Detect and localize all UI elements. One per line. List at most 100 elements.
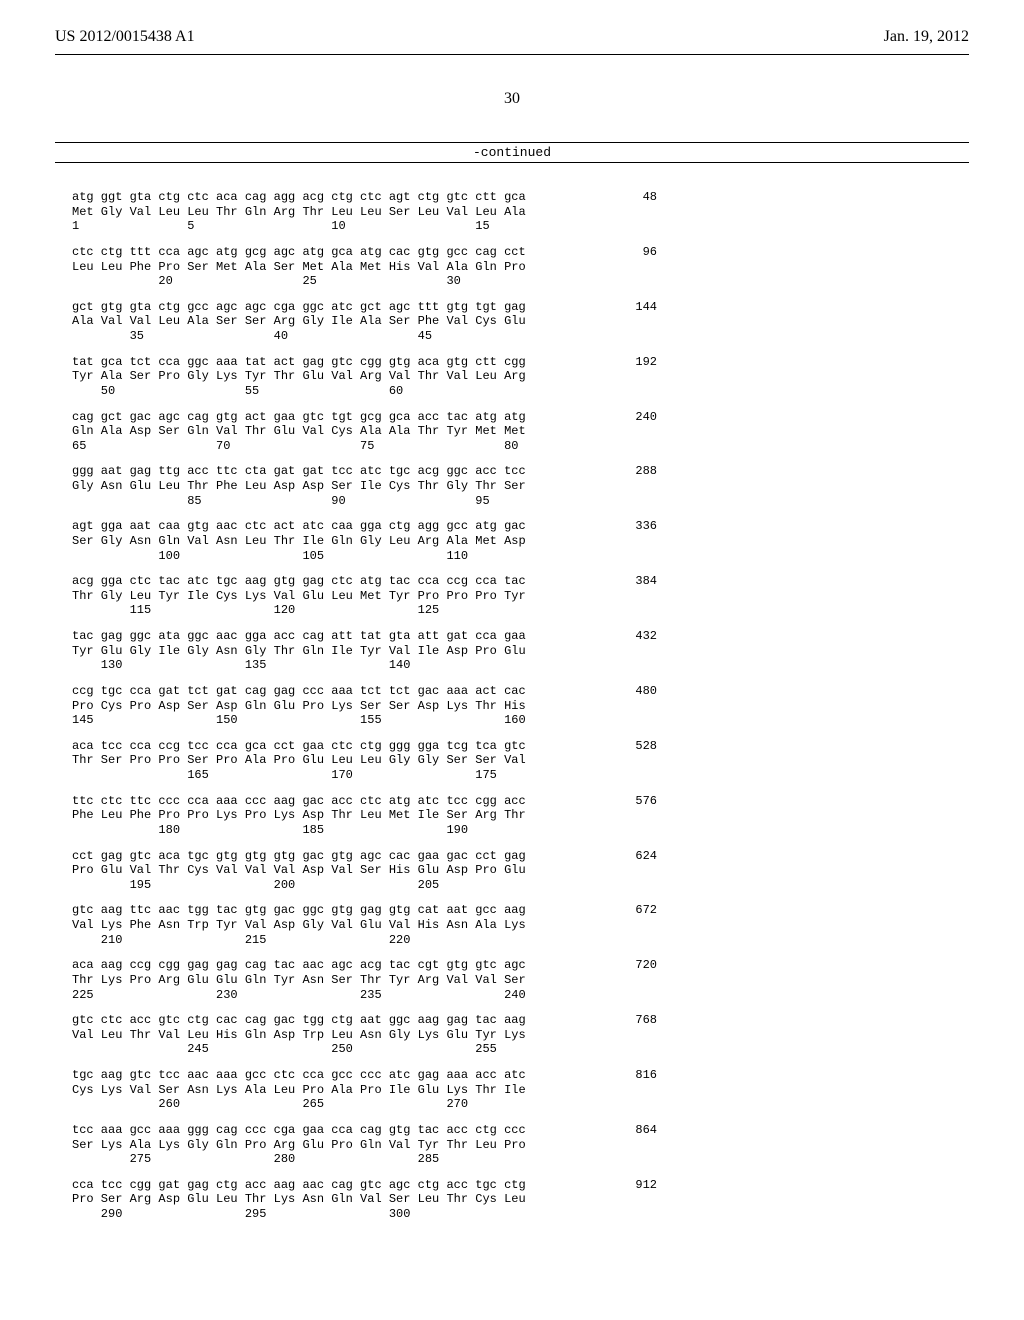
basepair-count: 576 [635,794,657,809]
position-row: 65 70 75 80 [72,439,526,454]
sequence-group: cag gct gac agc cag gtg act gaa gtc tgt … [72,410,526,454]
basepair-count: 240 [635,410,657,425]
basepair-count: 288 [635,464,657,479]
basepair-count: 48 [643,190,657,205]
nucleotide-row: ctc ctg ttt cca agc atg gcg agc atg gca … [72,245,526,260]
basepair-count: 144 [635,300,657,315]
aminoacid-row: Ala Val Val Leu Ala Ser Ser Arg Gly Ile … [72,314,526,329]
basepair-count: 96 [643,245,657,260]
sequence-group: ctc ctg ttt cca agc atg gcg agc atg gca … [72,245,526,289]
thin-rule-bottom [55,162,969,163]
aminoacid-row: Gln Ala Asp Ser Gln Val Thr Glu Val Cys … [72,424,526,439]
position-row: 165 170 175 [72,768,526,783]
aminoacid-row: Pro Glu Val Thr Cys Val Val Val Asp Val … [72,863,526,878]
aminoacid-row: Pro Ser Arg Asp Glu Leu Thr Lys Asn Gln … [72,1192,526,1207]
nucleotide-row: ggg aat gag ttg acc ttc cta gat gat tcc … [72,464,526,479]
aminoacid-row: Val Leu Thr Val Leu His Gln Asp Trp Leu … [72,1028,526,1043]
basepair-count: 192 [635,355,657,370]
aminoacid-row: Pro Cys Pro Asp Ser Asp Gln Glu Pro Lys … [72,699,526,714]
continued-block: -continued [55,142,969,163]
aminoacid-row: Leu Leu Phe Pro Ser Met Ala Ser Met Ala … [72,260,526,275]
aminoacid-row: Ser Gly Asn Gln Val Asn Leu Thr Ile Gln … [72,534,526,549]
basepair-count: 336 [635,519,657,534]
publication-date: Jan. 19, 2012 [884,28,969,46]
nucleotide-row: cca tcc cgg gat gag ctg acc aag aac cag … [72,1178,526,1193]
sequence-group: gtc aag ttc aac tgg tac gtg gac ggc gtg … [72,903,526,947]
position-row: 180 185 190 [72,823,526,838]
basepair-count: 768 [635,1013,657,1028]
nucleotide-row: gtc ctc acc gtc ctg cac cag gac tgg ctg … [72,1013,526,1028]
nucleotide-row: tgc aag gtc tcc aac aaa gcc ctc cca gcc … [72,1068,526,1083]
basepair-count: 864 [635,1123,657,1138]
sequence-group: atg ggt gta ctg ctc aca cag agg acg ctg … [72,190,526,234]
nucleotide-row: cag gct gac agc cag gtg act gaa gtc tgt … [72,410,526,425]
sequence-group: agt gga aat caa gtg aac ctc act atc caa … [72,519,526,563]
position-row: 195 200 205 [72,878,526,893]
aminoacid-row: Thr Ser Pro Pro Ser Pro Ala Pro Glu Leu … [72,753,526,768]
nucleotide-row: aca tcc cca ccg tcc cca gca cct gaa ctc … [72,739,526,754]
nucleotide-row: ccg tgc cca gat tct gat cag gag ccc aaa … [72,684,526,699]
nucleotide-row: gtc aag ttc aac tgg tac gtg gac ggc gtg … [72,903,526,918]
sequence-group: aca tcc cca ccg tcc cca gca cct gaa ctc … [72,739,526,783]
sequence-listing: atg ggt gta ctg ctc aca cag agg acg ctg … [72,190,526,1233]
publication-number: US 2012/0015438 A1 [55,28,195,46]
sequence-group: cca tcc cgg gat gag ctg acc aag aac cag … [72,1178,526,1222]
sequence-group: aca aag ccg cgg gag gag cag tac aac agc … [72,958,526,1002]
header-rule [55,54,969,55]
aminoacid-row: Ser Lys Ala Lys Gly Gln Pro Arg Glu Pro … [72,1138,526,1153]
nucleotide-row: ttc ctc ttc ccc cca aaa ccc aag gac acc … [72,794,526,809]
sequence-group: tcc aaa gcc aaa ggg cag ccc cga gaa cca … [72,1123,526,1167]
sequence-group: ttc ctc ttc ccc cca aaa ccc aag gac acc … [72,794,526,838]
continued-label: -continued [55,145,969,160]
nucleotide-row: tat gca tct cca ggc aaa tat act gag gtc … [72,355,526,370]
basepair-count: 432 [635,629,657,644]
nucleotide-row: agt gga aat caa gtg aac ctc act atc caa … [72,519,526,534]
nucleotide-row: tac gag ggc ata ggc aac gga acc cag att … [72,629,526,644]
thin-rule-top [55,142,969,143]
position-row: 275 280 285 [72,1152,526,1167]
nucleotide-row: cct gag gtc aca tgc gtg gtg gtg gac gtg … [72,849,526,864]
basepair-count: 624 [635,849,657,864]
aminoacid-row: Phe Leu Phe Pro Pro Lys Pro Lys Asp Thr … [72,808,526,823]
basepair-count: 528 [635,739,657,754]
aminoacid-row: Cys Lys Val Ser Asn Lys Ala Leu Pro Ala … [72,1083,526,1098]
position-row: 100 105 110 [72,549,526,564]
basepair-count: 816 [635,1068,657,1083]
basepair-count: 912 [635,1178,657,1193]
position-row: 50 55 60 [72,384,526,399]
position-row: 210 215 220 [72,933,526,948]
basepair-count: 720 [635,958,657,973]
nucleotide-row: atg ggt gta ctg ctc aca cag agg acg ctg … [72,190,526,205]
nucleotide-row: acg gga ctc tac atc tgc aag gtg gag ctc … [72,574,526,589]
sequence-group: gtc ctc acc gtc ctg cac cag gac tgg ctg … [72,1013,526,1057]
position-row: 130 135 140 [72,658,526,673]
position-row: 245 250 255 [72,1042,526,1057]
position-row: 290 295 300 [72,1207,526,1222]
sequence-group: acg gga ctc tac atc tgc aag gtg gag ctc … [72,574,526,618]
sequence-group: gct gtg gta ctg gcc agc agc cga ggc atc … [72,300,526,344]
position-row: 260 265 270 [72,1097,526,1112]
sequence-group: tat gca tct cca ggc aaa tat act gag gtc … [72,355,526,399]
sequence-group: tgc aag gtc tcc aac aaa gcc ctc cca gcc … [72,1068,526,1112]
position-row: 145 150 155 160 [72,713,526,728]
nucleotide-row: tcc aaa gcc aaa ggg cag ccc cga gaa cca … [72,1123,526,1138]
nucleotide-row: gct gtg gta ctg gcc agc agc cga ggc atc … [72,300,526,315]
aminoacid-row: Gly Asn Glu Leu Thr Phe Leu Asp Asp Ser … [72,479,526,494]
sequence-group: cct gag gtc aca tgc gtg gtg gtg gac gtg … [72,849,526,893]
position-row: 115 120 125 [72,603,526,618]
aminoacid-row: Val Lys Phe Asn Trp Tyr Val Asp Gly Val … [72,918,526,933]
position-row: 35 40 45 [72,329,526,344]
aminoacid-row: Tyr Glu Gly Ile Gly Asn Gly Thr Gln Ile … [72,644,526,659]
aminoacid-row: Thr Gly Leu Tyr Ile Cys Lys Val Glu Leu … [72,589,526,604]
aminoacid-row: Met Gly Val Leu Leu Thr Gln Arg Thr Leu … [72,205,526,220]
basepair-count: 672 [635,903,657,918]
position-row: 1 5 10 15 [72,219,526,234]
basepair-count: 480 [635,684,657,699]
position-row: 20 25 30 [72,274,526,289]
sequence-group: ccg tgc cca gat tct gat cag gag ccc aaa … [72,684,526,728]
page-number: 30 [0,90,1024,108]
basepair-count: 384 [635,574,657,589]
sequence-group: tac gag ggc ata ggc aac gga acc cag att … [72,629,526,673]
position-row: 225 230 235 240 [72,988,526,1003]
nucleotide-row: aca aag ccg cgg gag gag cag tac aac agc … [72,958,526,973]
